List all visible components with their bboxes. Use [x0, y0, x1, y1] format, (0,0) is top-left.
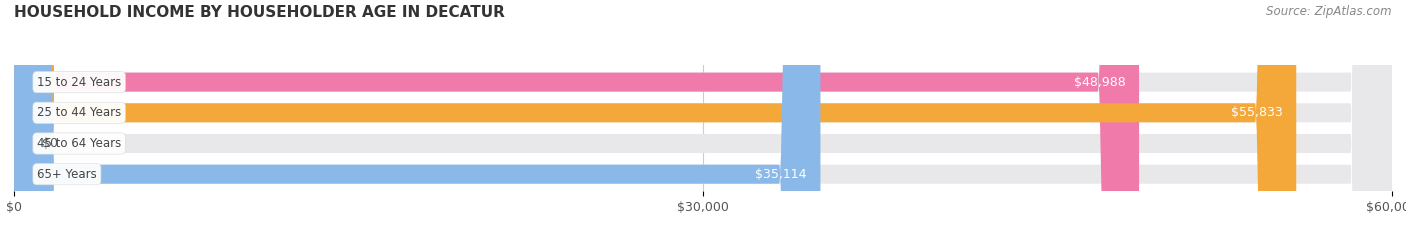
Text: $0: $0: [42, 137, 58, 150]
FancyBboxPatch shape: [14, 0, 1392, 233]
Text: 25 to 44 Years: 25 to 44 Years: [37, 106, 121, 119]
Text: 15 to 24 Years: 15 to 24 Years: [37, 76, 121, 89]
Text: $55,833: $55,833: [1230, 106, 1282, 119]
FancyBboxPatch shape: [14, 0, 1392, 233]
FancyBboxPatch shape: [14, 0, 1296, 233]
FancyBboxPatch shape: [14, 0, 1392, 233]
Text: 45 to 64 Years: 45 to 64 Years: [37, 137, 121, 150]
FancyBboxPatch shape: [14, 0, 821, 233]
Text: 65+ Years: 65+ Years: [37, 168, 97, 181]
Text: $48,988: $48,988: [1074, 76, 1125, 89]
Text: Source: ZipAtlas.com: Source: ZipAtlas.com: [1267, 5, 1392, 18]
FancyBboxPatch shape: [14, 0, 1139, 233]
Text: $35,114: $35,114: [755, 168, 807, 181]
Text: HOUSEHOLD INCOME BY HOUSEHOLDER AGE IN DECATUR: HOUSEHOLD INCOME BY HOUSEHOLDER AGE IN D…: [14, 5, 505, 20]
FancyBboxPatch shape: [14, 0, 1392, 233]
